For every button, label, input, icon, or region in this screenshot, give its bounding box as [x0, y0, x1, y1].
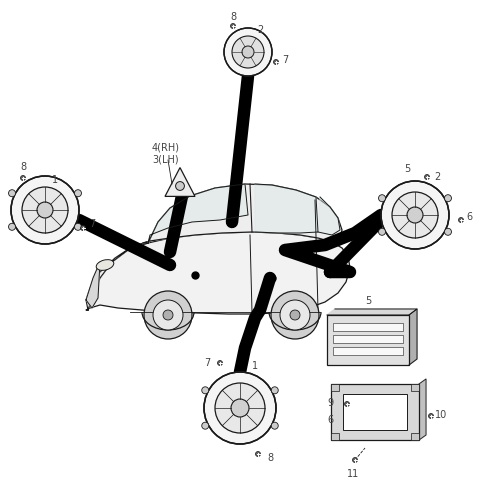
Circle shape	[444, 195, 452, 202]
Text: 2: 2	[434, 172, 440, 182]
FancyBboxPatch shape	[331, 384, 339, 391]
Circle shape	[217, 360, 223, 365]
Polygon shape	[165, 167, 195, 196]
Polygon shape	[409, 309, 417, 365]
Circle shape	[379, 228, 385, 235]
Polygon shape	[419, 379, 426, 440]
Circle shape	[271, 422, 278, 429]
Circle shape	[74, 223, 82, 230]
FancyBboxPatch shape	[333, 323, 403, 331]
Circle shape	[458, 218, 464, 222]
Circle shape	[11, 176, 79, 244]
Circle shape	[232, 36, 264, 68]
Circle shape	[37, 202, 53, 218]
Polygon shape	[255, 184, 318, 233]
Circle shape	[381, 181, 449, 249]
Text: 5: 5	[404, 164, 410, 174]
Polygon shape	[318, 197, 340, 235]
Text: 1: 1	[252, 361, 258, 371]
Text: 4(RH): 4(RH)	[152, 143, 180, 153]
Circle shape	[290, 310, 300, 320]
Circle shape	[392, 192, 438, 238]
Circle shape	[429, 413, 433, 418]
Circle shape	[271, 291, 319, 339]
Polygon shape	[86, 232, 350, 314]
Text: 7: 7	[204, 358, 210, 368]
Text: 10: 10	[435, 410, 447, 420]
Circle shape	[231, 399, 249, 417]
Circle shape	[74, 190, 82, 197]
Text: 9: 9	[327, 398, 333, 408]
Circle shape	[224, 28, 272, 76]
Circle shape	[242, 46, 254, 58]
Circle shape	[9, 190, 15, 197]
Circle shape	[176, 182, 184, 191]
Circle shape	[202, 422, 209, 429]
Circle shape	[255, 452, 261, 457]
Text: 1: 1	[52, 175, 58, 185]
Text: 8: 8	[20, 162, 26, 172]
Circle shape	[352, 458, 358, 463]
Circle shape	[215, 383, 265, 433]
FancyBboxPatch shape	[327, 315, 409, 365]
Circle shape	[22, 187, 68, 233]
Circle shape	[379, 195, 385, 202]
Ellipse shape	[96, 260, 114, 271]
FancyBboxPatch shape	[333, 347, 403, 355]
FancyBboxPatch shape	[331, 384, 419, 440]
Text: 7: 7	[89, 219, 95, 229]
Circle shape	[153, 300, 183, 330]
Circle shape	[407, 207, 423, 223]
Text: 2: 2	[257, 25, 263, 35]
Text: 8: 8	[230, 12, 236, 22]
FancyBboxPatch shape	[331, 433, 339, 440]
Text: 6: 6	[466, 212, 472, 222]
Text: 5: 5	[365, 296, 371, 306]
Polygon shape	[143, 184, 342, 243]
FancyBboxPatch shape	[333, 335, 403, 343]
Circle shape	[204, 372, 276, 444]
Text: 3(LH): 3(LH)	[152, 155, 179, 165]
Circle shape	[230, 24, 236, 28]
Polygon shape	[86, 241, 150, 310]
Circle shape	[144, 291, 192, 339]
Circle shape	[21, 175, 25, 181]
Circle shape	[271, 387, 278, 394]
Text: 6: 6	[327, 415, 333, 425]
FancyBboxPatch shape	[343, 394, 407, 430]
Circle shape	[163, 310, 173, 320]
Circle shape	[444, 228, 452, 235]
Circle shape	[424, 174, 430, 180]
Polygon shape	[86, 262, 100, 308]
Circle shape	[274, 59, 278, 64]
FancyBboxPatch shape	[411, 384, 419, 391]
Circle shape	[202, 387, 209, 394]
FancyBboxPatch shape	[411, 433, 419, 440]
Circle shape	[280, 300, 310, 330]
Circle shape	[9, 223, 15, 230]
Text: 11: 11	[347, 469, 359, 479]
Polygon shape	[327, 309, 417, 315]
Polygon shape	[148, 184, 248, 243]
Text: 7: 7	[282, 55, 288, 65]
Text: 8: 8	[267, 453, 273, 463]
Circle shape	[345, 402, 349, 407]
Circle shape	[81, 225, 85, 230]
